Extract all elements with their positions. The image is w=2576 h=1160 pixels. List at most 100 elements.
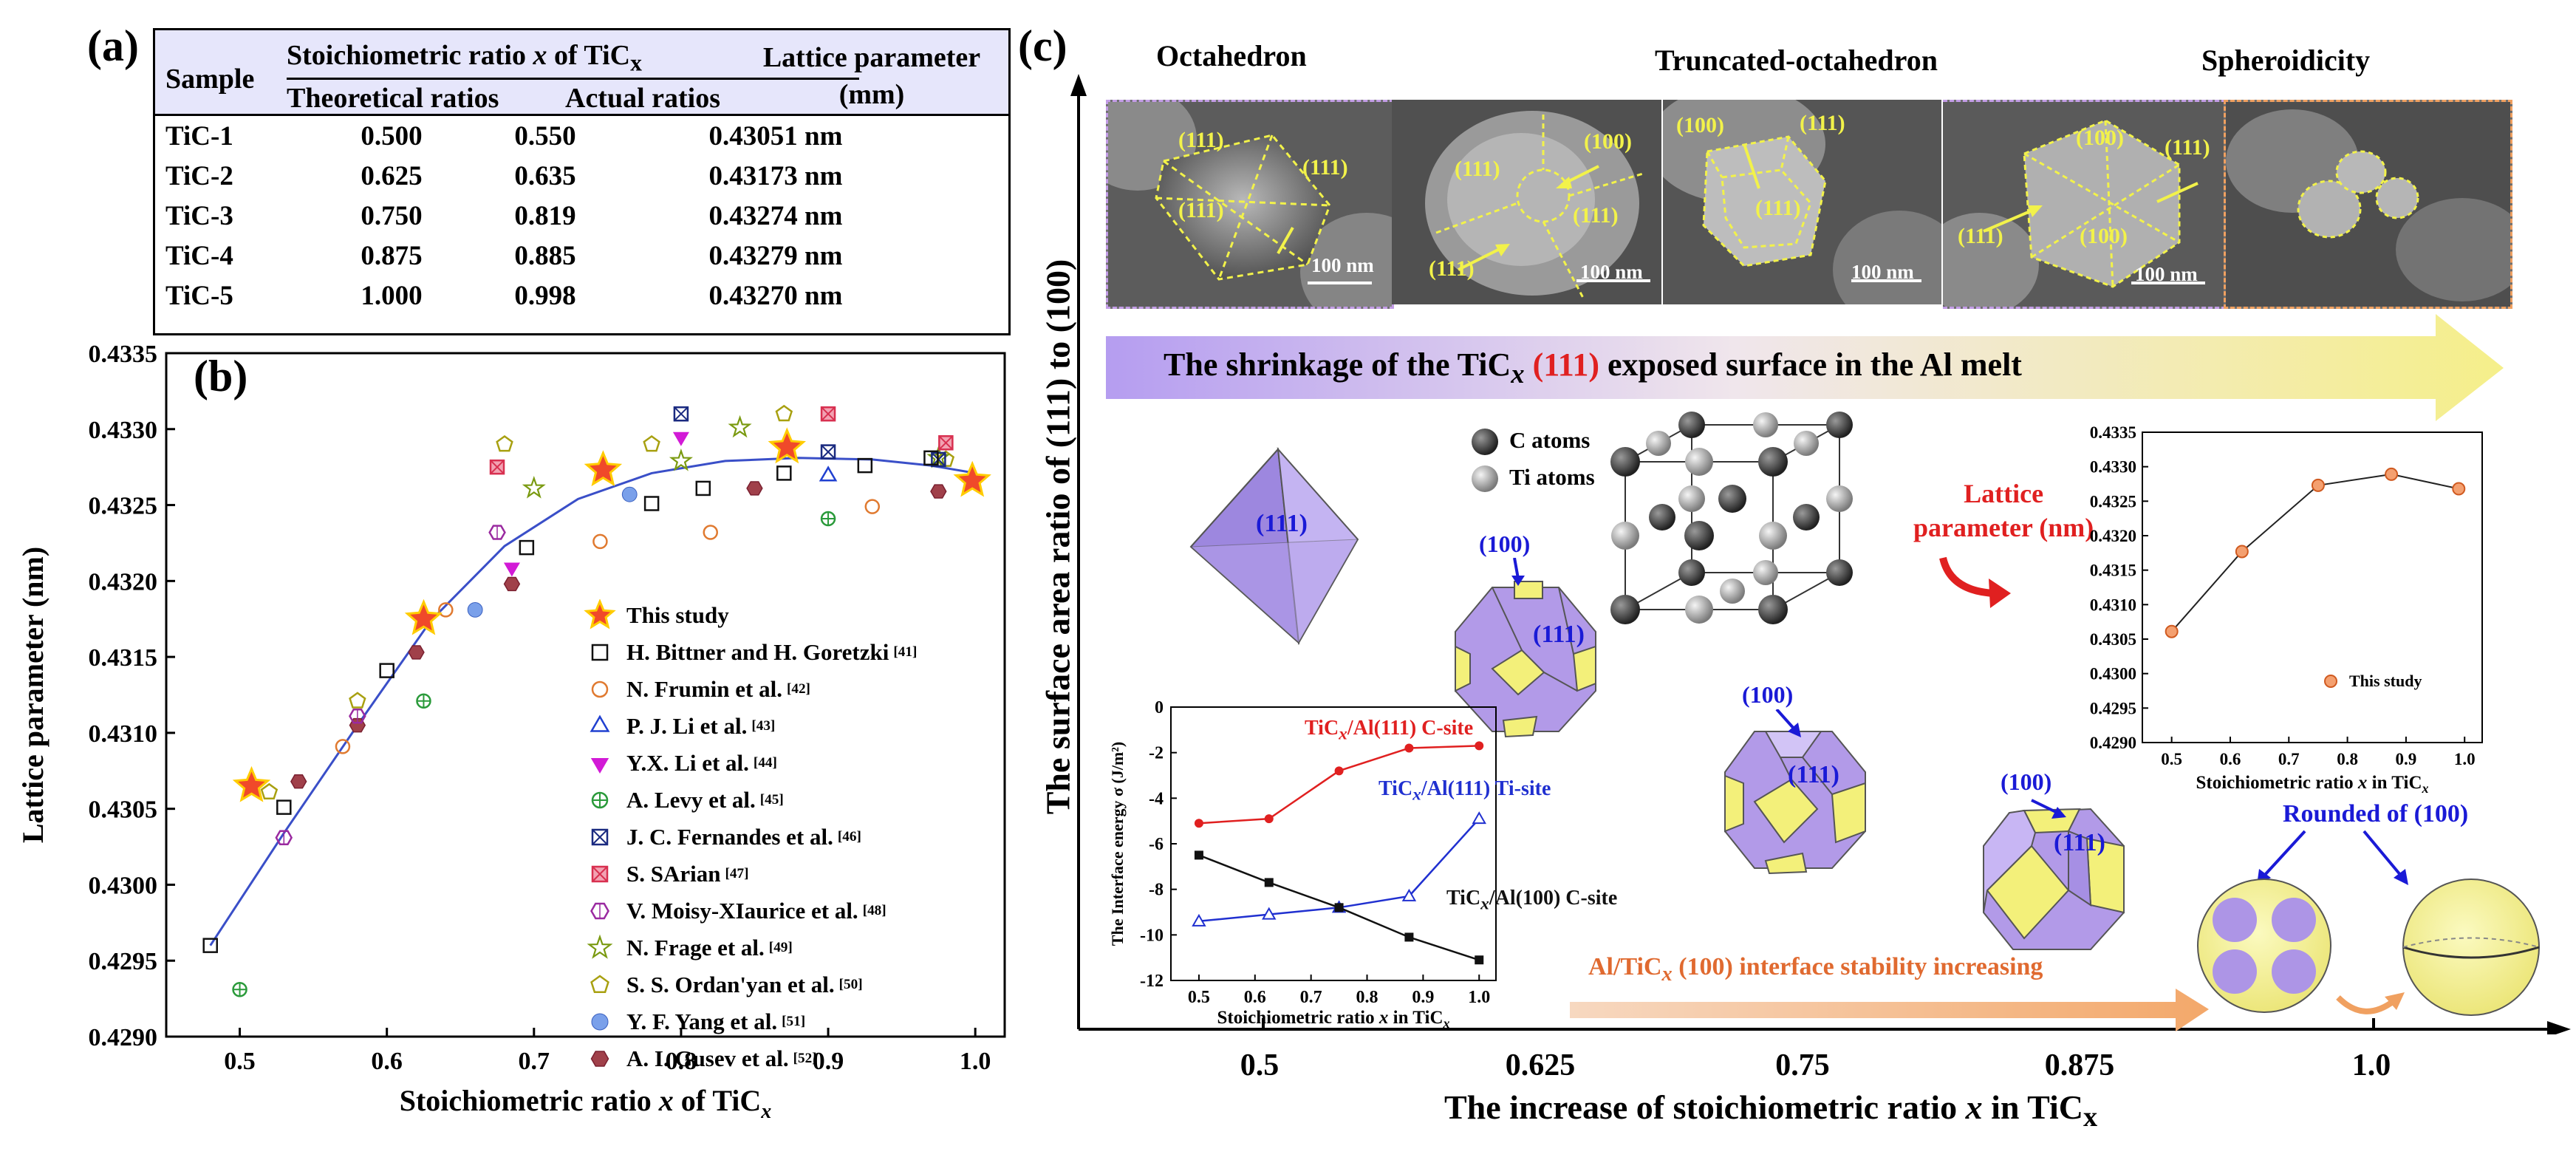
table-cell-actual: 0.998 <box>514 281 576 311</box>
legend-ref: [48] <box>862 903 886 918</box>
legend-item: A. I. Gusev et al. [52] <box>584 1040 817 1077</box>
legend-item: Y. F. Yang et al. [51] <box>584 1003 805 1040</box>
data-point <box>1475 741 1484 751</box>
data-point <box>953 460 991 497</box>
y-tick-label: 0.4330 <box>89 417 158 444</box>
x-tick-label: 0.7 <box>1300 988 1322 1007</box>
data-point <box>232 982 247 997</box>
sem3-scale: 100 nm <box>1851 261 1914 283</box>
table-header-bg <box>155 30 1008 116</box>
data-point <box>496 434 513 452</box>
x-tick-label: 0.5 <box>224 1048 256 1075</box>
data-point <box>276 799 292 815</box>
legend-ref: [47] <box>725 866 749 881</box>
data-point <box>775 404 793 422</box>
legend-item: A. Levy et al. [45] <box>584 782 784 819</box>
data-point <box>416 693 431 709</box>
legend-label: V. Moisy-XIaurice et al. <box>626 898 858 924</box>
header-actual: Actual ratios <box>565 83 721 114</box>
data-point <box>930 484 947 499</box>
data-point <box>643 496 660 511</box>
y-tick-label: -8 <box>1149 881 1164 900</box>
y-tick-label: 0.4315 <box>89 644 158 672</box>
table-cell-sample: TiC-3 <box>165 201 233 231</box>
data-point <box>703 525 719 540</box>
panel-c-label: (c) <box>1018 21 1067 70</box>
y-tick-label: 0.4315 <box>2090 562 2136 580</box>
table-cell-lattice: 0.43279 nm <box>708 241 843 271</box>
data-point <box>408 645 425 660</box>
data-point <box>592 533 608 550</box>
legend-ref: [43] <box>751 718 776 734</box>
x-tick-label: 0.5 <box>1188 988 1210 1007</box>
sem3-label-111a: (111) <box>1800 111 1845 135</box>
legend-symbol <box>591 680 609 698</box>
legend-item: S. S. Ordan'yan et al. [50] <box>584 966 863 1003</box>
y-axis-label: The Interface energy σ (J/m²) <box>1108 742 1127 946</box>
lattice-table: Sample Stoichiometric ratio x of TiCx Th… <box>153 28 1011 335</box>
panel-c-x-tick-label: 1.0 <box>2351 1048 2391 1082</box>
data-point <box>1404 743 1414 753</box>
legend-ref: [49] <box>768 940 793 955</box>
data-point <box>1475 955 1484 965</box>
data-point <box>1264 814 1274 824</box>
header-stoich-group: Stoichiometric ratio x of TiCx <box>287 40 642 76</box>
data-point <box>467 601 483 618</box>
data-point <box>1404 932 1414 942</box>
table-cell-lattice: 0.43051 nm <box>708 121 843 151</box>
inset-energy-frame <box>1170 706 1497 981</box>
inset-lattice-frame <box>2142 431 2483 743</box>
legend-ref: [45] <box>759 792 784 808</box>
legend-label: P. J. Li et al. <box>626 713 748 739</box>
table-cell-actual: 0.885 <box>514 241 576 271</box>
inset-energy-chart: 0 -2 -4 -6 -8 -10 -12 0.5 0.6 0.7 0.8 0.9 1.0 The Int… <box>1108 698 1497 1031</box>
sem-truncated-3: (100) (111) (111) (100) 100 nm <box>1943 100 2226 309</box>
fit-curve <box>209 457 976 946</box>
trunc2-arrow <box>1775 709 1801 737</box>
header-sample: Sample <box>165 64 255 95</box>
table-cell-sample: TiC-2 <box>165 161 233 191</box>
y-tick-label: -10 <box>1140 926 1164 945</box>
title-spheroid: Spheroidicity <box>2201 44 2371 77</box>
rounded-label: Rounded of (100) <box>2283 800 2469 828</box>
trunc2-label-111: (111) <box>1788 761 1839 788</box>
data-point <box>2311 478 2325 492</box>
c-atom-legend-label: C atoms <box>1509 427 1591 453</box>
data-point <box>519 539 535 556</box>
y-tick-label: 0.4300 <box>2090 665 2136 683</box>
legend-symbol <box>590 902 609 920</box>
x-tick-label: 0.7 <box>2278 750 2300 768</box>
x-tick-label: 1.0 <box>1468 988 1490 1007</box>
legend-item: N. Frage et al. [49] <box>584 929 793 966</box>
legend-label: This study <box>2349 672 2422 690</box>
y-tick-label: 0.4325 <box>2090 492 2136 511</box>
data-point <box>522 476 546 499</box>
trunc1-label-100: (100) <box>1479 530 1531 557</box>
truncated-octahedron-small-100 <box>1455 581 1596 738</box>
legend-item: Y.X. Li et al. [44] <box>584 745 777 782</box>
table-cell-theoretical: 1.000 <box>361 281 423 311</box>
panel-a-label: (a) <box>87 21 139 70</box>
sem3-label-100: (100) <box>1676 113 1724 137</box>
legend-label: H. Bittner and H. Goretzki <box>626 639 889 665</box>
table-cell-theoretical: 0.625 <box>361 161 423 191</box>
data-point <box>1334 766 1344 776</box>
title-truncated: Truncated-octahedron <box>1655 44 1938 77</box>
legend-label: A. I. Gusev et al. <box>626 1045 789 1071</box>
data-point <box>1194 819 1203 828</box>
x-axis-label: Stoichiometric ratio x in TiCx <box>1217 1008 1450 1031</box>
data-point <box>1472 811 1486 825</box>
x-tick-label: 1.0 <box>960 1048 991 1075</box>
sem2-label-100: (100) <box>1584 129 1632 154</box>
sem4-label-100b: (100) <box>2080 224 2128 248</box>
legend-ref: [52] <box>793 1051 817 1066</box>
legend-label: Y. F. Yang et al. <box>626 1009 778 1034</box>
trunc1-arrow <box>1511 558 1525 586</box>
legend-item: J. C. Fernandes et al. [46] <box>584 819 861 856</box>
ti-atom-legend-icon <box>1472 465 1498 492</box>
data-point <box>695 480 711 497</box>
ti-atom-legend-label: Ti atoms <box>1509 464 1595 490</box>
y-tick-label: 0.4330 <box>2090 458 2136 477</box>
panel-c-x-tick-label: 0.75 <box>1775 1048 1830 1082</box>
legend-label: S. SArian <box>626 861 721 887</box>
